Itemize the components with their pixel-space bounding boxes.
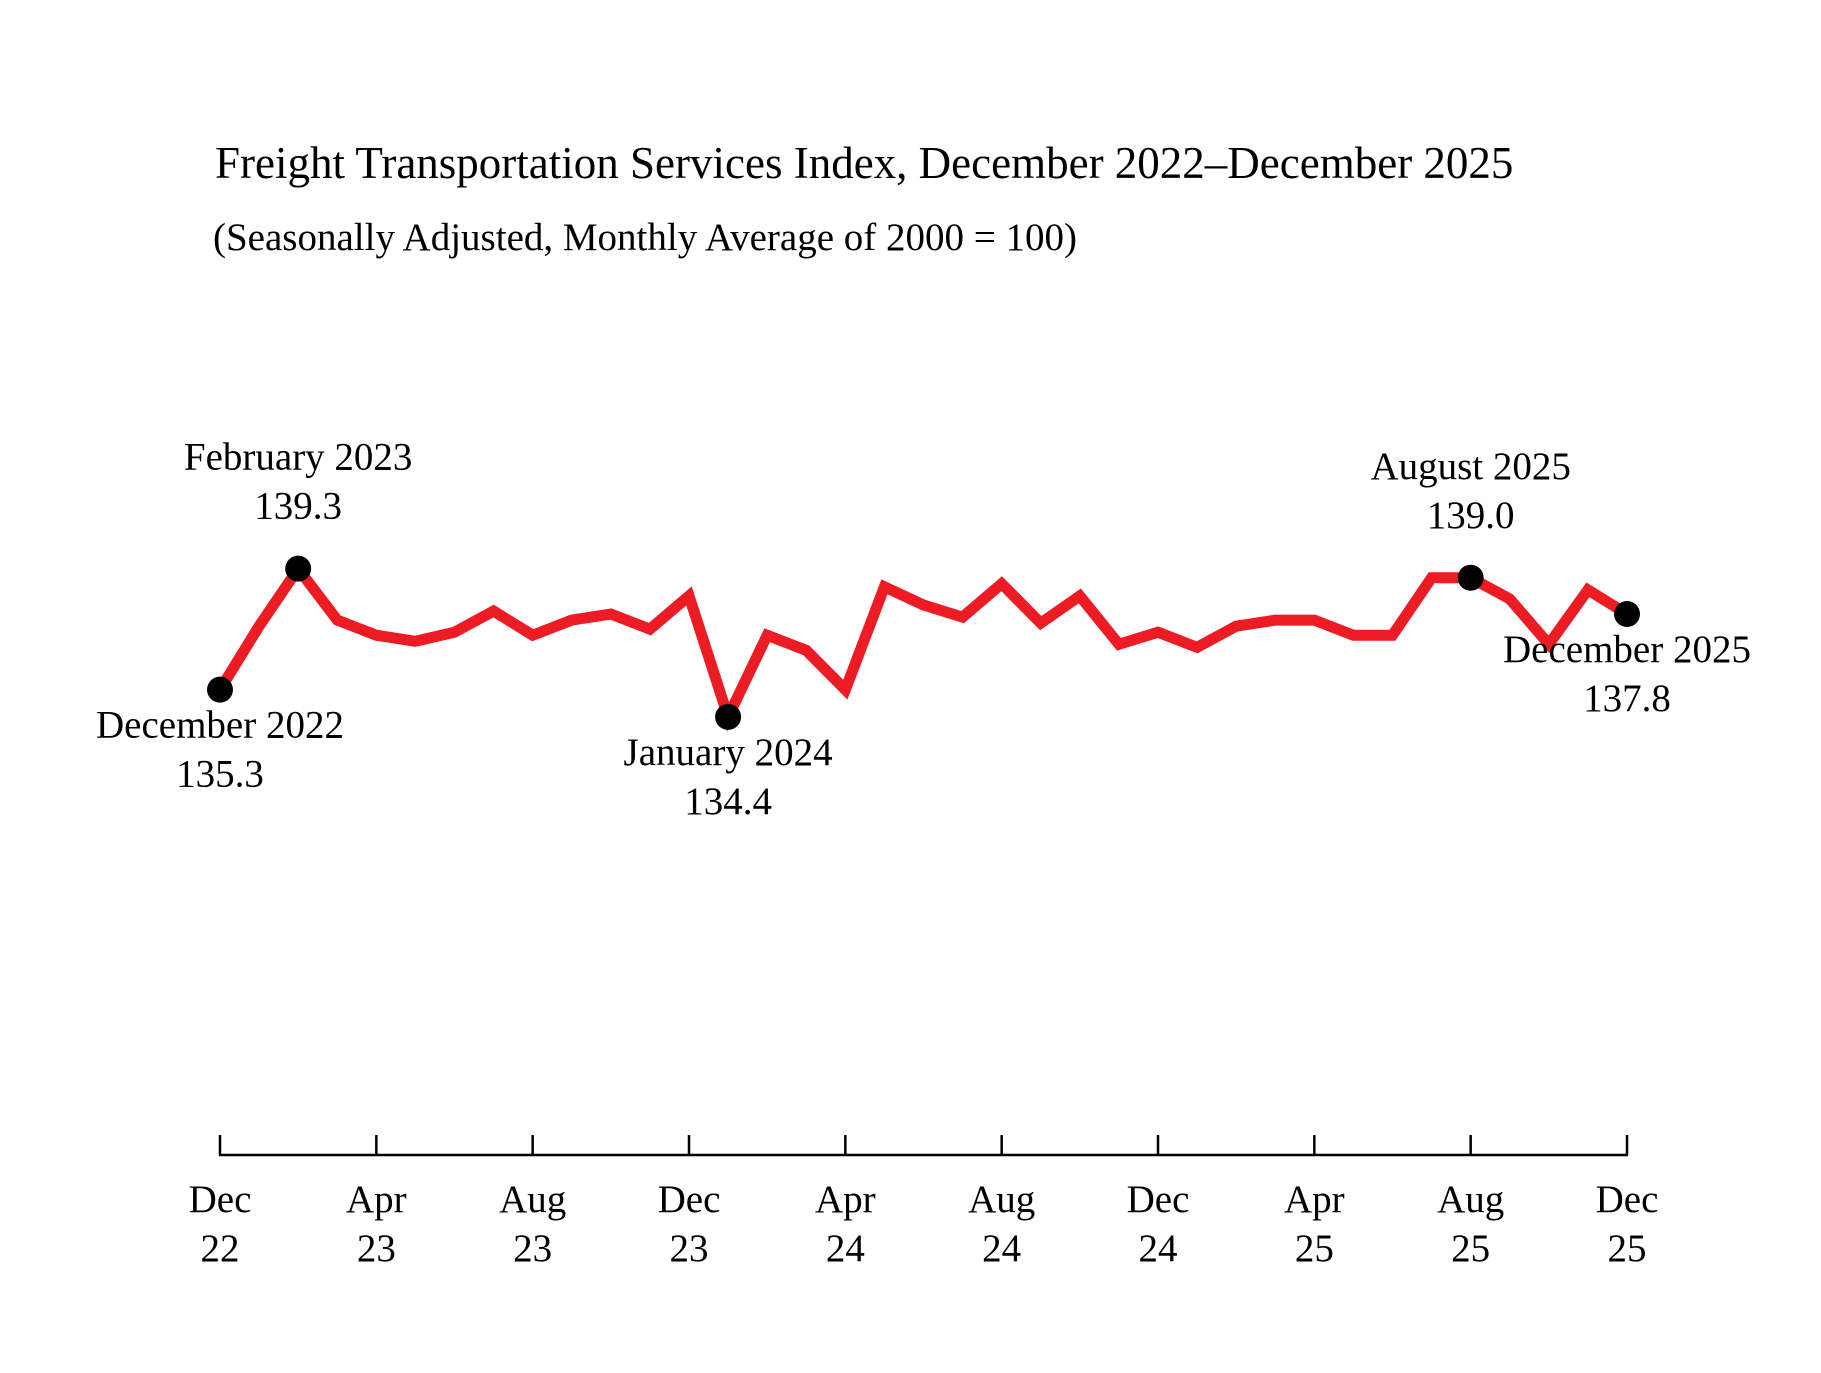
x-tick-label: Aug 25 — [1437, 1178, 1504, 1270]
x-tick-label: Dec 22 — [189, 1178, 252, 1270]
data-line — [215, 559, 1630, 732]
point-marker — [1614, 601, 1640, 628]
x-tick-label: Dec 24 — [1127, 1178, 1190, 1270]
annotation-value: 135.3 — [176, 753, 264, 796]
chart-title: Freight Transportation Services Index, D… — [215, 138, 1513, 188]
annotation-value: 134.4 — [684, 780, 772, 823]
annotation-value: 139.3 — [254, 485, 342, 528]
point-marker — [715, 703, 742, 730]
chart-subtitle: (Seasonally Adjusted, Monthly Average of… — [213, 216, 1077, 259]
x-tick-label: Apr 24 — [815, 1178, 876, 1270]
annotation-value: 139.0 — [1427, 494, 1515, 537]
annotation-value: 137.8 — [1583, 677, 1671, 720]
point-marker — [285, 555, 312, 582]
annotation-label: August 2025 — [1370, 445, 1570, 488]
x-tick-label: Aug 23 — [499, 1178, 566, 1270]
x-tick-label: Dec 23 — [658, 1178, 721, 1270]
annotation-label: December 2025 — [1503, 628, 1751, 671]
x-tick-label: Aug 24 — [968, 1178, 1035, 1270]
annotation-label: February 2023 — [184, 436, 413, 479]
point-marker — [207, 676, 233, 703]
annotation-label: December 2022 — [96, 704, 344, 747]
x-tick-label: Dec 25 — [1596, 1178, 1659, 1270]
annotation-label: January 2024 — [624, 731, 833, 774]
x-tick-label: Apr 25 — [1284, 1178, 1345, 1270]
x-tick-label: Apr 23 — [346, 1178, 407, 1270]
point-marker — [1457, 564, 1484, 591]
